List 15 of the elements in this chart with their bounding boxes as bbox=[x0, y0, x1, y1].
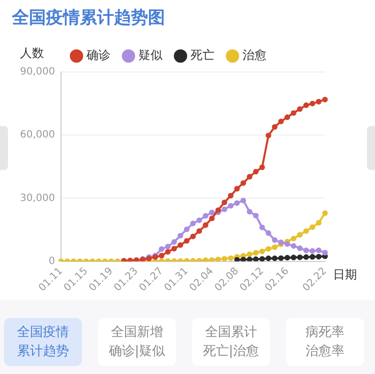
chart-title: 全国疫情累计趋势图 bbox=[12, 7, 165, 29]
y-tick-label: 90,000 bbox=[20, 66, 55, 78]
y-tick-label: 30,000 bbox=[20, 192, 55, 204]
text: 全国新增确诊|疑似 bbox=[108, 324, 166, 361]
y-axis-title: 人数 bbox=[20, 46, 44, 60]
legend-label: 治愈 bbox=[242, 48, 266, 62]
text: 全国疫情累计趋势 bbox=[16, 324, 70, 361]
y-tick-label: 60,000 bbox=[20, 130, 55, 141]
text: 病死率治愈率 bbox=[304, 324, 346, 361]
y-tick-label: 0 bbox=[48, 256, 55, 267]
legend-label: 死亡 bbox=[190, 48, 214, 62]
text: 全国累计死亡|治愈 bbox=[202, 324, 260, 361]
legend-label: 确诊 bbox=[86, 48, 110, 62]
x-axis-title: 日期 bbox=[333, 267, 357, 282]
legend-label: 疑似 bbox=[138, 48, 162, 62]
